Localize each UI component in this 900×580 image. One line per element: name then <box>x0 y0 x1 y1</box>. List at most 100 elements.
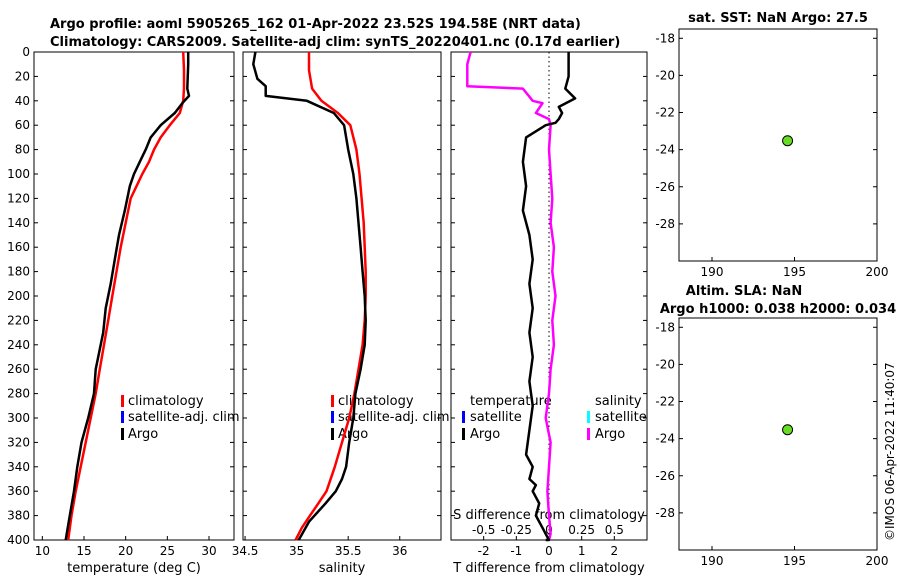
depth-tick-label: 140 <box>7 216 30 230</box>
legend-label-satellite-adj: satellite-adj. clim <box>338 410 450 425</box>
depth-tick-label: 180 <box>7 265 30 279</box>
sla-map-frame <box>678 317 878 551</box>
temperature-xtick-label: 30 <box>201 544 216 558</box>
depth-tick-label: 20 <box>15 69 30 83</box>
legend-swatch-satellite-adj <box>331 411 334 423</box>
temperature-argo-line <box>64 52 191 541</box>
s-difference-tick-label: -0.5 <box>472 523 495 537</box>
argo-location-marker <box>782 135 794 147</box>
map-xtick-label: 190 <box>701 554 724 568</box>
legend-swatch-s-argo <box>587 428 590 440</box>
difference-legend: temperature satellite Argo salinity sate… <box>462 394 647 442</box>
map-xtick-label: 195 <box>783 265 806 279</box>
depth-tick-label: 340 <box>7 460 30 474</box>
map-ytick-label: -18 <box>655 31 675 45</box>
salinity-panel-frame <box>242 51 442 541</box>
figure-title-line1: Argo profile: aoml 5905265_162 01-Apr-20… <box>50 17 581 32</box>
map-ytick-label: -20 <box>655 68 675 82</box>
legend-swatch-satellite-adj <box>121 411 124 423</box>
salinity-climatology-line <box>294 52 367 541</box>
salinity-legend: climatology satellite-adj. clim Argo <box>331 394 450 442</box>
legend-swatch-argo <box>331 428 334 440</box>
temperature-xtick-label: 10 <box>35 544 50 558</box>
map-ytick-label: -26 <box>655 469 675 483</box>
map-ytick-label: -24 <box>655 432 675 446</box>
depth-tick-label: 120 <box>7 191 30 205</box>
legend-label-climatology: climatology <box>128 394 204 409</box>
map-xtick-label: 195 <box>783 554 806 568</box>
map-ytick-label: -22 <box>655 106 675 120</box>
salinity-xtick-label: 34.5 <box>232 544 259 558</box>
s-difference-tick-label: 0.5 <box>605 523 624 537</box>
depth-tick-label: 220 <box>7 313 30 327</box>
sst-map-title: sat. SST: NaN Argo: 27.5 <box>688 11 868 26</box>
sla-map-title-line2: Argo h1000: 0.038 h2000: 0.034 <box>660 302 896 317</box>
t-difference-axis-label: T difference from climatology <box>452 561 645 576</box>
salinity-difference-argo-line <box>466 51 557 541</box>
depth-tick-label: 240 <box>7 338 30 352</box>
temperature-difference-argo-line <box>521 52 577 542</box>
legend-label-t-argo: Argo <box>470 427 500 442</box>
legend-swatch-t-satellite <box>462 411 465 423</box>
legend-title-temperature: temperature <box>470 394 552 409</box>
salinity-axis-label: salinity <box>319 561 366 576</box>
map-ytick-label: -28 <box>655 217 675 231</box>
depth-tick-label: 200 <box>7 289 30 303</box>
depth-tick-label: 160 <box>7 240 30 254</box>
depth-tick-label: 100 <box>7 167 30 181</box>
map-ytick-label: -18 <box>655 320 675 334</box>
imos-timestamp: ©IMOS 06-Apr-2022 11:40:07 <box>883 362 897 541</box>
legend-label-s-argo: Argo <box>595 427 625 442</box>
salinity-xtick-label: 35.5 <box>335 544 362 558</box>
map-xtick-label: 200 <box>866 265 889 279</box>
difference-xtick-label: 2 <box>611 544 619 558</box>
depth-tick-label: 60 <box>15 118 30 132</box>
depth-tick-label: 400 <box>7 533 30 547</box>
s-difference-tick-label: 0.25 <box>568 523 595 537</box>
salinity-xtick-label: 35 <box>289 544 304 558</box>
depth-tick-label: 300 <box>7 411 30 425</box>
sst-map-frame <box>678 28 878 262</box>
temperature-xtick-label: 15 <box>76 544 91 558</box>
map-ytick-label: -28 <box>655 506 675 520</box>
legend-label-argo: Argo <box>128 427 158 442</box>
depth-tick-label: 380 <box>7 509 30 523</box>
temperature-xtick-label: 25 <box>160 544 175 558</box>
depth-tick-label: 280 <box>7 387 30 401</box>
map-xtick-label: 190 <box>701 265 724 279</box>
difference-xtick-label: -1 <box>510 544 522 558</box>
map-ytick-label: -26 <box>655 180 675 194</box>
legend-label-t-satellite: satellite <box>470 410 522 425</box>
depth-tick-label: 260 <box>7 362 30 376</box>
map-ytick-label: -24 <box>655 143 675 157</box>
argo-location-marker <box>782 424 794 436</box>
legend-swatch-argo <box>121 428 124 440</box>
depth-tick-label: 320 <box>7 435 30 449</box>
temperature-axis-label: temperature (deg C) <box>67 561 201 576</box>
depth-tick-label: 40 <box>15 94 30 108</box>
temperature-legend: climatology satellite-adj. clim Argo <box>121 394 240 442</box>
legend-swatch-climatology <box>331 395 334 407</box>
salinity-argo-line <box>252 51 367 541</box>
legend-swatch-t-argo <box>462 428 465 440</box>
legend-title-salinity: salinity <box>595 394 642 409</box>
temperature-xtick-label: 20 <box>118 544 133 558</box>
difference-xtick-label: 0 <box>545 544 553 558</box>
s-difference-tick-label: -0.25 <box>501 523 532 537</box>
chart-marks: 0204060801001201401601802002202402602803… <box>7 31 888 568</box>
map-ytick-label: -20 <box>655 357 675 371</box>
depth-tick-label: 0 <box>22 45 30 59</box>
legend-swatch-climatology <box>121 395 124 407</box>
depth-tick-label: 360 <box>7 484 30 498</box>
sla-map-title-line1: Altim. SLA: NaN <box>686 284 802 299</box>
figure-title-line2: Climatology: CARS2009. Satellite-adj cli… <box>50 35 620 50</box>
difference-xtick-label: -2 <box>478 544 490 558</box>
temperature-panel-frame <box>33 51 235 541</box>
salinity-xtick-label: 36 <box>392 544 407 558</box>
legend-label-climatology: climatology <box>338 394 414 409</box>
depth-tick-label: 80 <box>15 143 30 157</box>
difference-xtick-label: 1 <box>578 544 586 558</box>
map-ytick-label: -22 <box>655 395 675 409</box>
map-xtick-label: 200 <box>866 554 889 568</box>
